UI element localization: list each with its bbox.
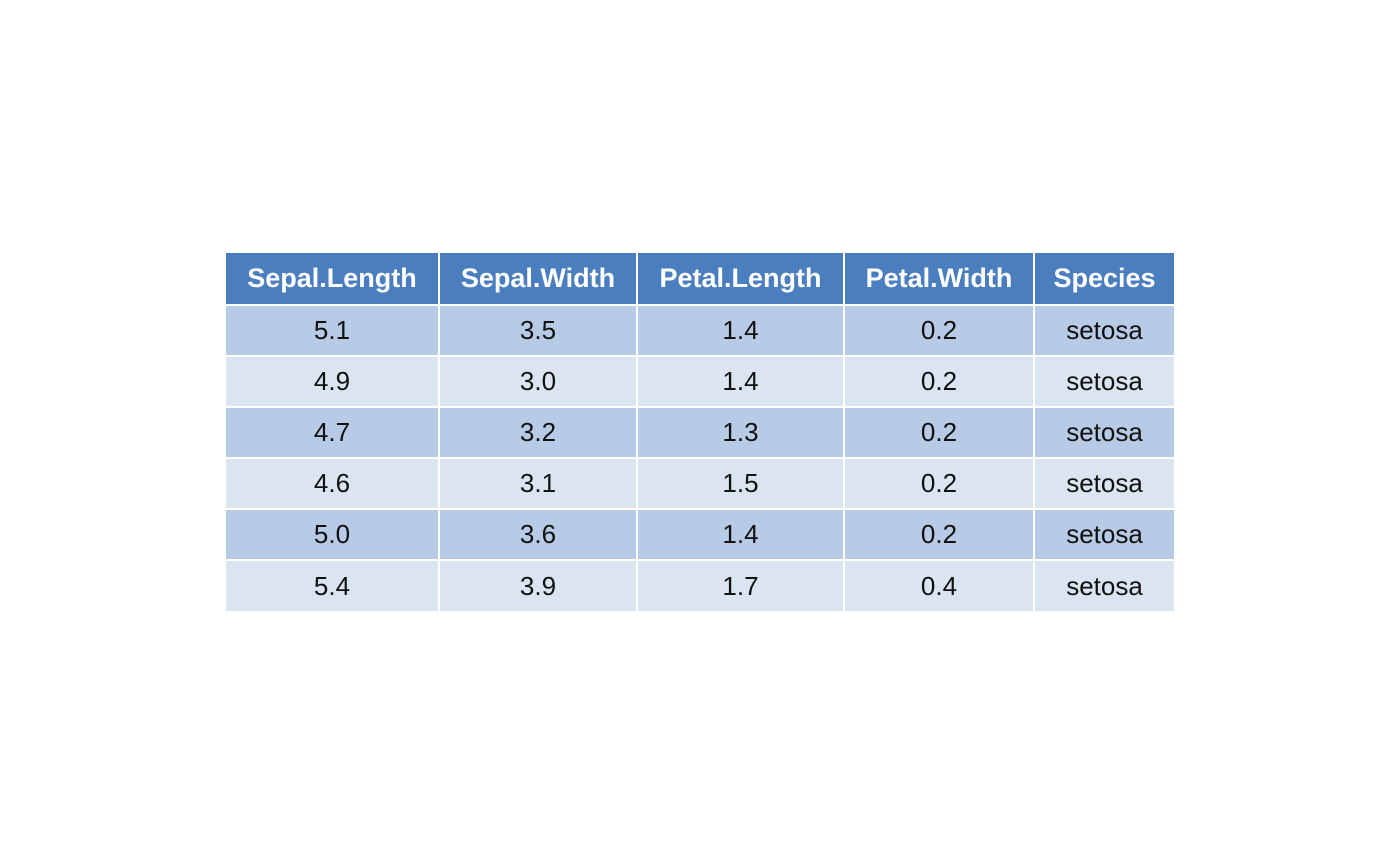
table-cell: 1.4 xyxy=(636,508,845,561)
data-table: Sepal.Length Sepal.Width Petal.Length Pe… xyxy=(226,253,1174,611)
table-cell: 1.3 xyxy=(636,406,845,459)
column-header-petal-width: Petal.Width xyxy=(843,253,1035,306)
table-cell: 0.2 xyxy=(843,355,1035,408)
table-header: Sepal.Length Sepal.Width Petal.Length Pe… xyxy=(226,253,1174,306)
table-cell: 3.9 xyxy=(438,559,638,611)
table-cell: setosa xyxy=(1033,457,1174,510)
table-cell: 4.6 xyxy=(226,457,440,510)
table-cell: 4.7 xyxy=(226,406,440,459)
table-body: 5.1 3.5 1.4 0.2 setosa 4.9 3.0 1.4 0.2 s… xyxy=(226,304,1174,611)
table-cell: setosa xyxy=(1033,406,1174,459)
table-cell: setosa xyxy=(1033,508,1174,561)
table-cell: 0.2 xyxy=(843,457,1035,510)
column-header-petal-length: Petal.Length xyxy=(636,253,845,306)
table-cell: 4.9 xyxy=(226,355,440,408)
table-cell: 1.7 xyxy=(636,559,845,611)
table-row: 4.9 3.0 1.4 0.2 setosa xyxy=(226,355,1174,408)
table-row: 4.6 3.1 1.5 0.2 setosa xyxy=(226,457,1174,510)
table-row: 5.4 3.9 1.7 0.4 setosa xyxy=(226,559,1174,611)
column-header-species: Species xyxy=(1033,253,1174,306)
table-cell: 5.1 xyxy=(226,304,440,357)
table-cell: 5.4 xyxy=(226,559,440,611)
table-cell: 1.4 xyxy=(636,355,845,408)
table-cell: 3.1 xyxy=(438,457,638,510)
table-cell: 3.2 xyxy=(438,406,638,459)
table-cell: 0.4 xyxy=(843,559,1035,611)
table-cell: setosa xyxy=(1033,304,1174,357)
table-cell: setosa xyxy=(1033,355,1174,408)
column-header-sepal-width: Sepal.Width xyxy=(438,253,638,306)
table-cell: 0.2 xyxy=(843,304,1035,357)
table-row: 5.1 3.5 1.4 0.2 setosa xyxy=(226,304,1174,357)
table-cell: 3.5 xyxy=(438,304,638,357)
table-cell: 3.0 xyxy=(438,355,638,408)
column-header-sepal-length: Sepal.Length xyxy=(226,253,440,306)
table-row: 5.0 3.6 1.4 0.2 setosa xyxy=(226,508,1174,561)
header-row: Sepal.Length Sepal.Width Petal.Length Pe… xyxy=(226,253,1174,306)
table-cell: 1.5 xyxy=(636,457,845,510)
table-cell: 0.2 xyxy=(843,508,1035,561)
table-cell: 0.2 xyxy=(843,406,1035,459)
table-cell: 5.0 xyxy=(226,508,440,561)
table-cell: 3.6 xyxy=(438,508,638,561)
table-cell: 1.4 xyxy=(636,304,845,357)
table-cell: setosa xyxy=(1033,559,1174,611)
table-row: 4.7 3.2 1.3 0.2 setosa xyxy=(226,406,1174,459)
